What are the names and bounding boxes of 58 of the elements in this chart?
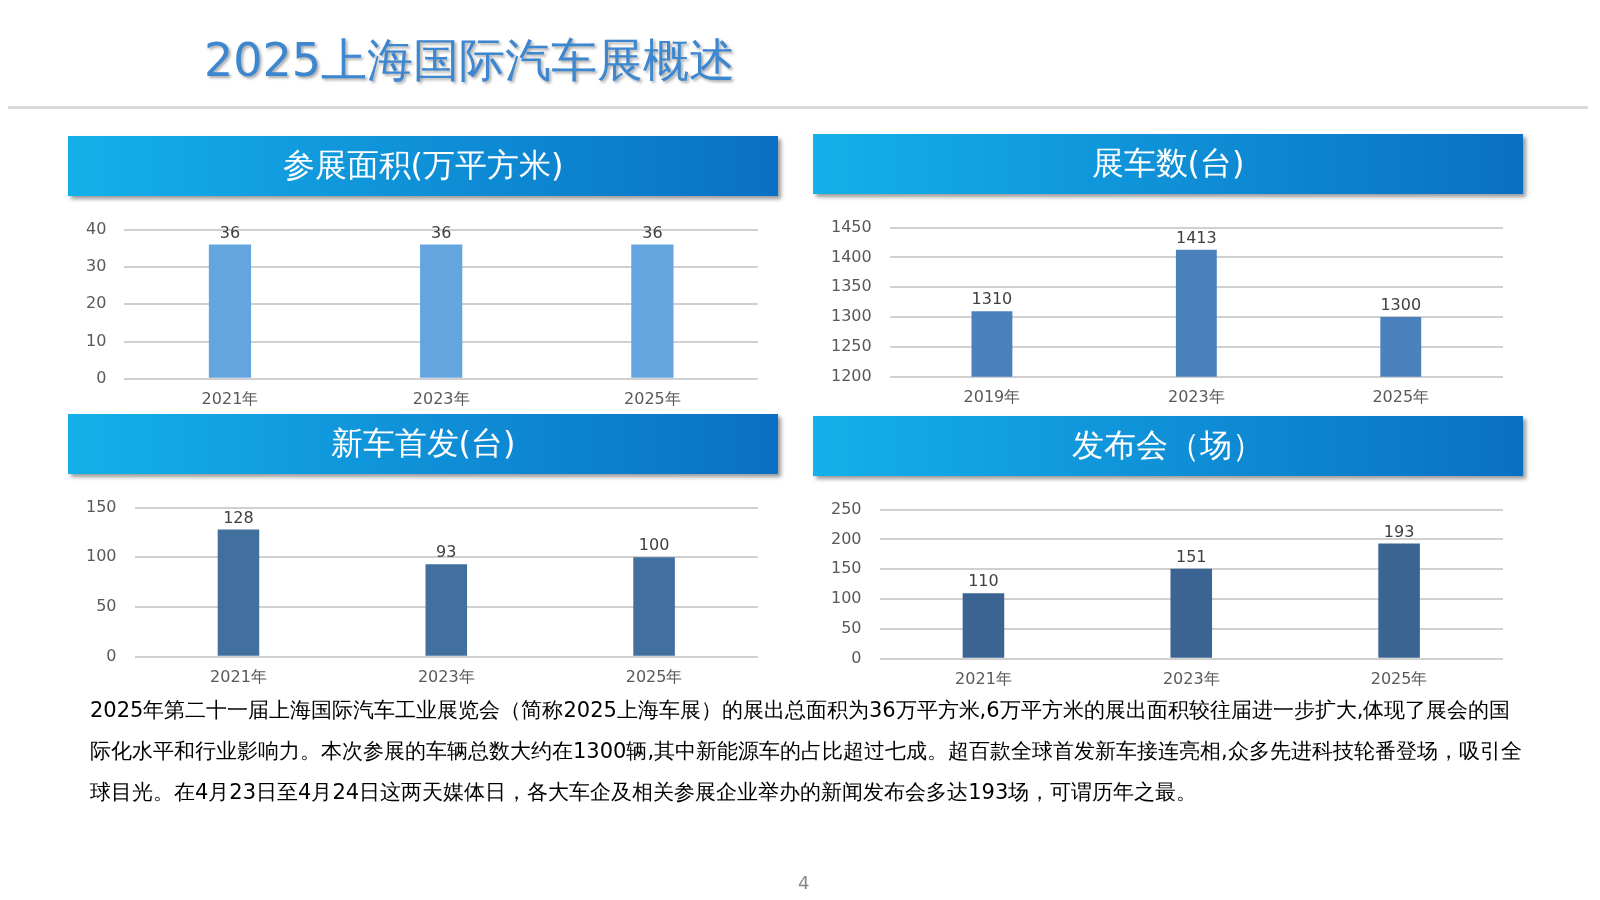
y-tick-label: 1250 (831, 336, 872, 356)
data-label: 1300 (1380, 295, 1422, 315)
y-tick-label: 50 (96, 596, 117, 616)
y-tick-label: 250 (830, 498, 862, 518)
y-tick-label: 0 (106, 645, 117, 665)
y-tick-label: 20 (86, 293, 107, 313)
chart-title: 参展面积(万平方米) (68, 136, 778, 196)
y-tick-label: 10 (86, 330, 107, 350)
y-tick-label: 1300 (831, 306, 872, 326)
y-tick-label: 100 (830, 588, 862, 608)
y-tick-label: 1350 (831, 276, 872, 296)
y-tick-label: 100 (85, 546, 117, 566)
x-tick-label: 2023年 (417, 666, 475, 686)
y-tick-label: 0 (96, 367, 107, 387)
data-label: 1413 (1176, 227, 1217, 247)
y-tick-label: 150 (830, 558, 862, 578)
data-label: 36 (642, 222, 663, 242)
y-tick-label: 200 (830, 528, 862, 548)
text: 2025年第二十一届上海国际汽车工业展览会（简称2025上海车展）的展出总面积为36万平方米,6万平方米的展出面积较往届进一步扩大,体现了展会的国际化水平和行业影响力。本次参展的车辆总数大约在1300辆,其中新能源车的占比超过七成。超百款全球首发新车接连亮相,众多先进科技轮番登场，吸引全球目光。在4月23日至4月24日这两天媒体日，各大车企及相关参展企业举办的新闻发布会多达193场，可谓历年之最。 (90, 697, 1523, 806)
x-tick-label: 2023年 (412, 388, 470, 408)
bar (1378, 543, 1420, 658)
chart-title: 展车数(台) (813, 134, 1523, 194)
x-tick-label: 2021年 (201, 388, 259, 408)
y-tick-label: 50 (841, 618, 862, 638)
chart-title: 新车首发(台) (68, 414, 778, 474)
x-tick-label: 2025年 (1372, 386, 1430, 406)
data-label: 93 (436, 542, 457, 562)
data-label: 36 (431, 222, 452, 242)
x-tick-label: 2025年 (1370, 668, 1428, 688)
data-label: 151 (1176, 546, 1207, 566)
data-label: 100 (638, 535, 670, 555)
bar (633, 557, 675, 656)
y-tick-label: 40 (86, 218, 107, 238)
y-tick-label: 30 (86, 256, 107, 276)
y-tick-label: 150 (85, 496, 117, 516)
bar (1170, 568, 1213, 658)
x-tick-label: 2023年 (1168, 386, 1225, 406)
data-label: 1310 (971, 289, 1013, 309)
text: 2025上海国际汽车展概述 (204, 32, 736, 89)
x-tick-label: 2019年 (963, 386, 1021, 406)
chart-title: 发布会（场） (813, 416, 1523, 476)
data-label: 193 (1383, 521, 1415, 541)
y-tick-label: 1450 (831, 216, 872, 236)
bar (217, 529, 260, 656)
x-tick-label: 2021年 (955, 668, 1012, 688)
bar (425, 564, 468, 656)
x-tick-label: 2025年 (625, 666, 683, 686)
y-tick-label: 1400 (831, 246, 872, 266)
data-label: 110 (968, 571, 999, 591)
text: 4 (798, 872, 810, 893)
x-tick-label: 2023年 (1162, 668, 1220, 688)
data-label: 128 (223, 507, 254, 527)
bar (962, 593, 1005, 658)
data-label: 36 (219, 222, 241, 242)
y-tick-label: 1200 (831, 365, 872, 385)
y-tick-label: 0 (851, 647, 862, 667)
x-tick-label: 2021年 (210, 666, 267, 686)
x-tick-label: 2025年 (624, 388, 681, 408)
